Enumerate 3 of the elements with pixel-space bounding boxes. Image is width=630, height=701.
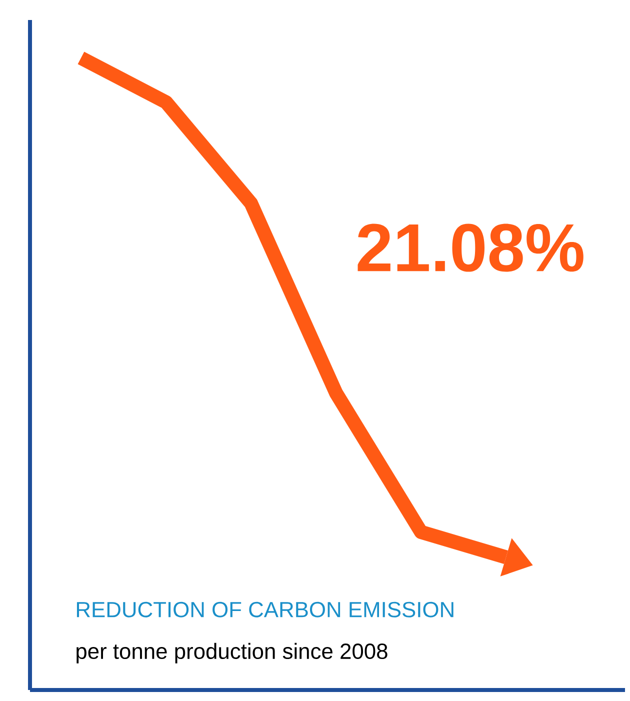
text: REDUCTION OF CARBON EMISSION [76, 602, 454, 618]
text: per tonne production since 2008 [76, 642, 388, 664]
annotation: 21.08% [358, 224, 584, 272]
